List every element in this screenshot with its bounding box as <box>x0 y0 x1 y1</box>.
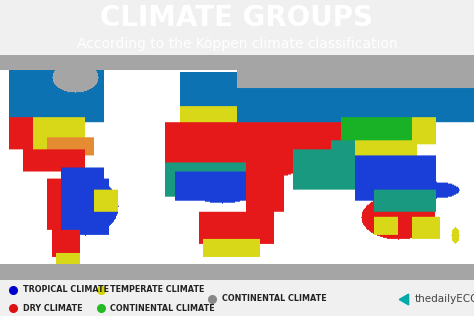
Text: According to the Köppen climate classification: According to the Köppen climate classifi… <box>77 37 397 51</box>
Text: DRY CLIMATE: DRY CLIMATE <box>23 303 82 313</box>
Text: CONTINENTAL CLIMATE: CONTINENTAL CLIMATE <box>110 303 215 313</box>
Text: TEMPERATE CLIMATE: TEMPERATE CLIMATE <box>110 285 205 294</box>
Text: CLIMATE GROUPS: CLIMATE GROUPS <box>100 4 374 32</box>
Text: TROPICAL CLIMATE: TROPICAL CLIMATE <box>23 285 109 294</box>
Text: CONTINENTAL CLIMATE: CONTINENTAL CLIMATE <box>222 295 327 303</box>
Text: thedailyECO: thedailyECO <box>415 294 474 304</box>
